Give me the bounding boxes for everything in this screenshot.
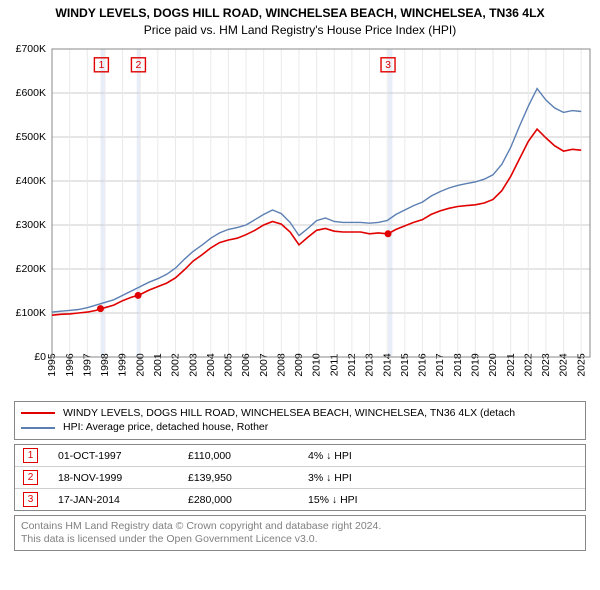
legend-label: HPI: Average price, detached house, Roth… [63, 420, 268, 435]
svg-text:£600K: £600K [16, 87, 46, 99]
svg-text:£700K: £700K [16, 43, 46, 55]
transaction-ratio: 3% ↓ HPI [308, 472, 418, 484]
svg-text:£300K: £300K [16, 219, 46, 231]
transaction-date: 17-JAN-2014 [58, 494, 168, 506]
legend-label: WINDY LEVELS, DOGS HILL ROAD, WINCHELSEA… [63, 406, 515, 421]
chart-svg: £0£100K£200K£300K£400K£500K£600K£700K199… [4, 43, 596, 397]
svg-text:£500K: £500K [16, 131, 46, 143]
figure-subtitle: Price paid vs. HM Land Registry's House … [4, 23, 596, 37]
transaction-row: 1 01-OCT-1997 £110,000 4% ↓ HPI [15, 445, 585, 466]
transaction-marker-icon: 1 [23, 448, 38, 463]
credit-box: Contains HM Land Registry data © Crown c… [14, 515, 586, 551]
transaction-point-2 [135, 292, 142, 299]
svg-text:£400K: £400K [16, 175, 46, 187]
legend: WINDY LEVELS, DOGS HILL ROAD, WINCHELSEA… [14, 401, 586, 440]
transaction-date: 01-OCT-1997 [58, 450, 168, 462]
transaction-price: £280,000 [188, 494, 288, 506]
transaction-row: 2 18-NOV-1999 £139,950 3% ↓ HPI [15, 466, 585, 488]
transaction-row: 3 17-JAN-2014 £280,000 15% ↓ HPI [15, 488, 585, 510]
chart-area: £0£100K£200K£300K£400K£500K£600K£700K199… [4, 43, 596, 397]
transaction-point-3 [385, 230, 392, 237]
legend-swatch [21, 427, 55, 429]
transaction-price: £110,000 [188, 450, 288, 462]
transaction-ratio: 15% ↓ HPI [308, 494, 418, 506]
transaction-ratio: 4% ↓ HPI [308, 450, 418, 462]
credit-line-2: This data is licensed under the Open Gov… [21, 533, 579, 546]
transaction-marker-label-2: 2 [136, 59, 142, 71]
svg-text:£100K: £100K [16, 307, 46, 319]
legend-swatch [21, 412, 55, 414]
transaction-point-1 [97, 305, 104, 312]
transactions-table: 1 01-OCT-1997 £110,000 4% ↓ HPI 2 18-NOV-1999… [14, 444, 586, 511]
transaction-marker-icon: 3 [23, 492, 38, 507]
legend-row: HPI: Average price, detached house, Roth… [21, 420, 579, 435]
credit-line-1: Contains HM Land Registry data © Crown c… [21, 520, 579, 533]
figure-root: WINDY LEVELS, DOGS HILL ROAD, WINCHELSEA… [0, 0, 600, 557]
svg-text:£0: £0 [34, 351, 46, 363]
transaction-marker-icon: 2 [23, 470, 38, 485]
transaction-date: 18-NOV-1999 [58, 472, 168, 484]
transaction-marker-label-3: 3 [385, 59, 391, 71]
transaction-marker-label-1: 1 [98, 59, 104, 71]
figure-title: WINDY LEVELS, DOGS HILL ROAD, WINCHELSEA… [4, 6, 596, 21]
transaction-price: £139,950 [188, 472, 288, 484]
svg-text:£200K: £200K [16, 263, 46, 275]
legend-row: WINDY LEVELS, DOGS HILL ROAD, WINCHELSEA… [21, 406, 579, 421]
